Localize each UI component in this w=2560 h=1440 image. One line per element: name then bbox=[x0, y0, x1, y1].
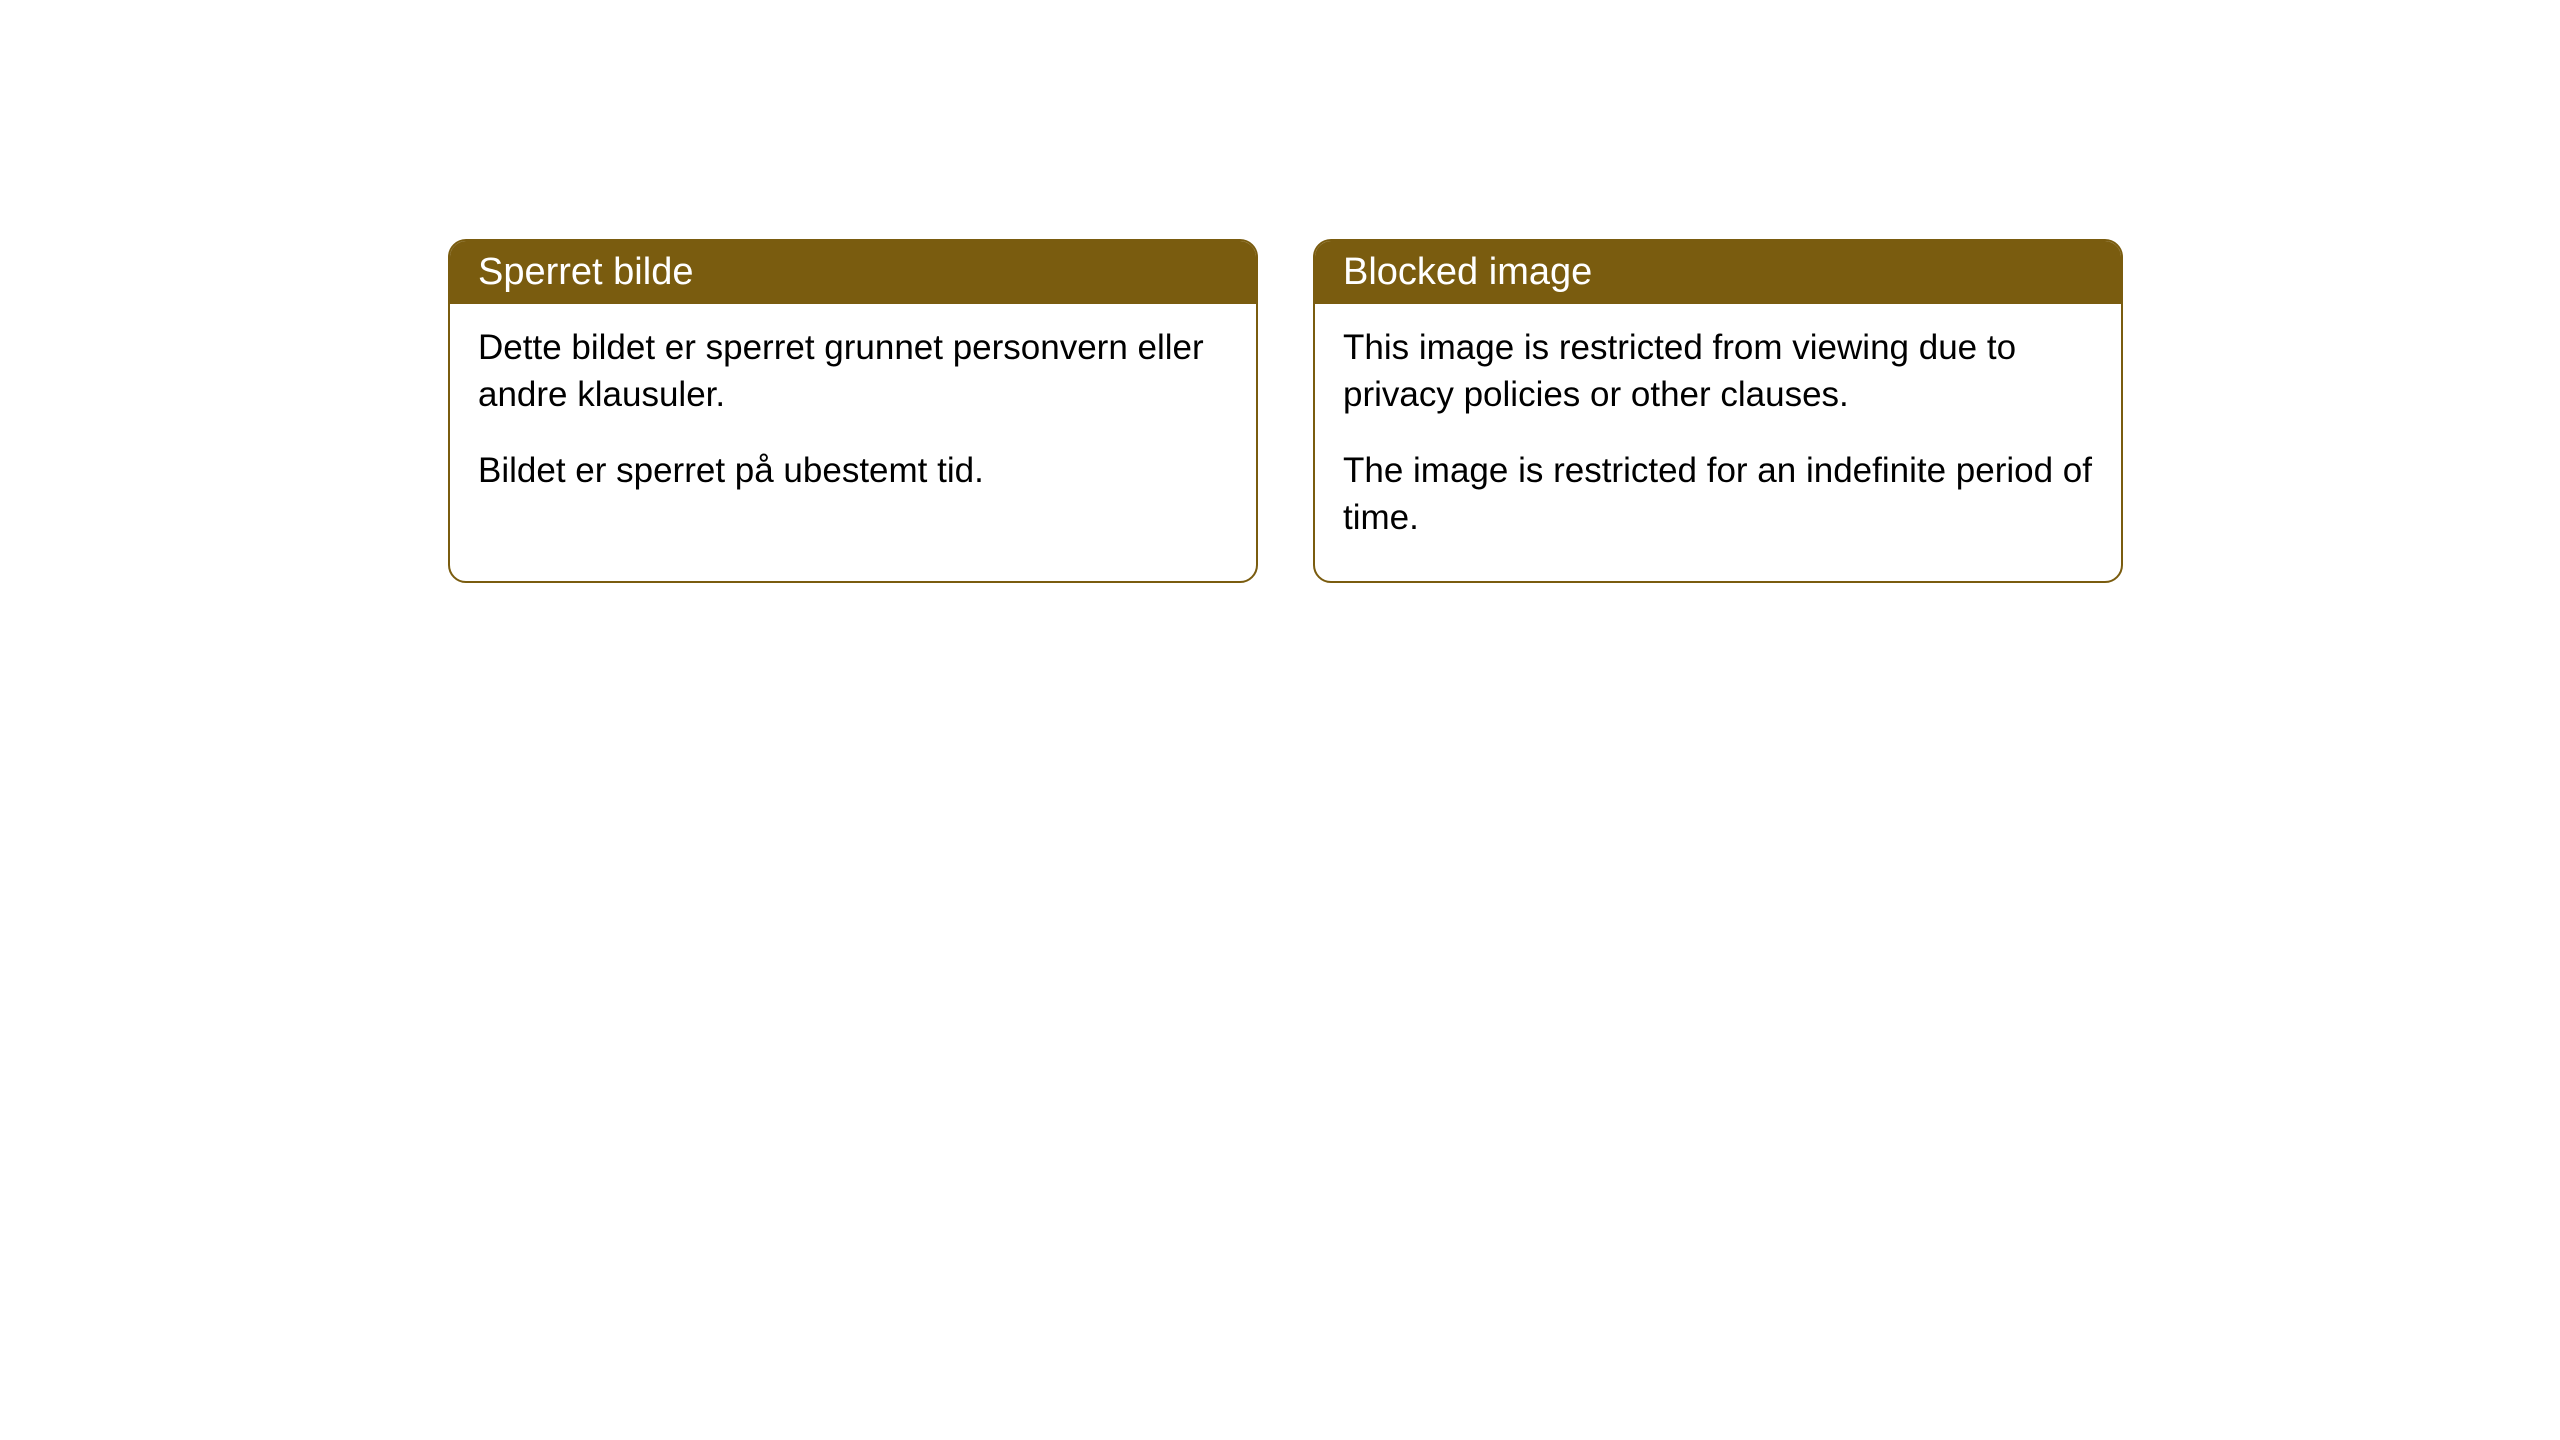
notice-card-norwegian: Sperret bilde Dette bildet er sperret gr… bbox=[448, 239, 1258, 583]
card-paragraph: Dette bildet er sperret grunnet personve… bbox=[478, 324, 1228, 419]
card-header: Blocked image bbox=[1315, 241, 2121, 304]
card-title: Blocked image bbox=[1343, 251, 1592, 293]
card-header: Sperret bilde bbox=[450, 241, 1256, 304]
notice-cards-container: Sperret bilde Dette bildet er sperret gr… bbox=[448, 239, 2123, 583]
card-title: Sperret bilde bbox=[478, 251, 693, 293]
card-body: This image is restricted from viewing du… bbox=[1315, 304, 2121, 581]
card-body: Dette bildet er sperret grunnet personve… bbox=[450, 304, 1256, 534]
card-paragraph: This image is restricted from viewing du… bbox=[1343, 324, 2093, 419]
card-paragraph: The image is restricted for an indefinit… bbox=[1343, 447, 2093, 542]
card-paragraph: Bildet er sperret på ubestemt tid. bbox=[478, 447, 1228, 494]
notice-card-english: Blocked image This image is restricted f… bbox=[1313, 239, 2123, 583]
